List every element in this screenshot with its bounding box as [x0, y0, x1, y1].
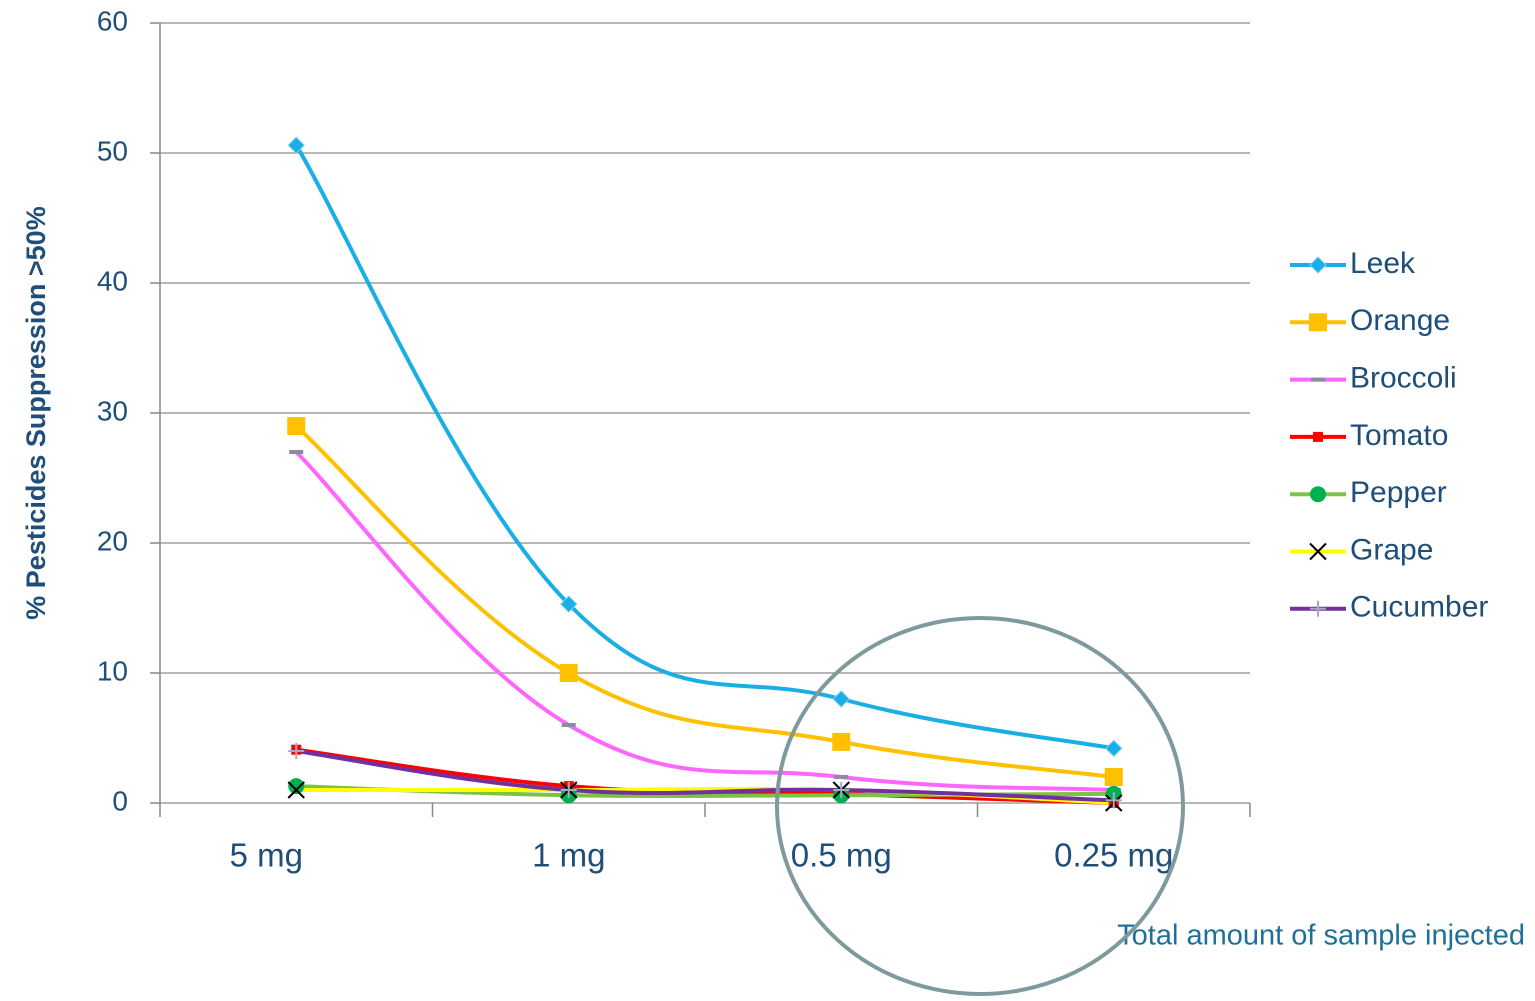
marker	[1105, 792, 1122, 809]
marker	[1309, 256, 1327, 274]
marker	[288, 743, 305, 759]
x-tick-label: 0.5 mg	[791, 837, 892, 874]
series-line	[294, 450, 1114, 792]
legend-label: Pepper	[1350, 476, 1447, 509]
marker	[832, 690, 850, 708]
legend-label: Tomato	[1350, 419, 1448, 452]
legend-label: Cucumber	[1350, 591, 1488, 624]
marker	[1311, 377, 1325, 382]
series-line	[294, 144, 1115, 751]
marker	[287, 781, 305, 799]
legend: Leek Orange Broccoli Tomato Pepper Grape Cucum…	[1290, 247, 1488, 624]
marker	[288, 778, 305, 795]
x-tick-label: 5 mg	[230, 837, 303, 874]
marker	[560, 595, 578, 613]
y-tick-label: 20	[97, 525, 128, 556]
legend-label: Grape	[1350, 533, 1433, 566]
marker	[1105, 739, 1123, 758]
legend-label: Broccoli	[1350, 362, 1457, 395]
marker	[832, 732, 851, 751]
y-tick-label: 30	[97, 395, 128, 426]
marker	[287, 417, 306, 435]
highlight-circle	[775, 616, 1185, 996]
x-tick-label: 0.25 mg	[1054, 837, 1173, 874]
y-tick-label: 0	[112, 785, 128, 816]
x-tick-label: 1 mg	[532, 837, 605, 874]
marker	[833, 782, 850, 798]
y-tick-label: 60	[97, 5, 128, 36]
marker	[834, 775, 849, 779]
series-line	[295, 749, 1114, 803]
x-axis-title: Total amount of sample injected	[1117, 920, 1525, 952]
marker	[561, 723, 576, 727]
y-axis-title: % Pesticides Suppression >50%	[21, 206, 51, 619]
marker	[1309, 542, 1327, 561]
legend-label: Orange	[1350, 304, 1450, 337]
y-tick-label: 50	[97, 135, 128, 166]
marker	[1313, 431, 1323, 442]
y-tick-label: 40	[97, 265, 128, 296]
marker	[1310, 486, 1326, 503]
series-line	[294, 424, 1115, 779]
marker	[560, 782, 577, 798]
marker	[1310, 600, 1326, 617]
marker	[1309, 313, 1327, 332]
marker	[289, 450, 304, 454]
marker	[559, 664, 578, 682]
legend-label: Leek	[1350, 247, 1416, 280]
y-tick-label: 10	[97, 655, 128, 686]
marker	[1104, 768, 1123, 786]
marker	[287, 136, 305, 154]
